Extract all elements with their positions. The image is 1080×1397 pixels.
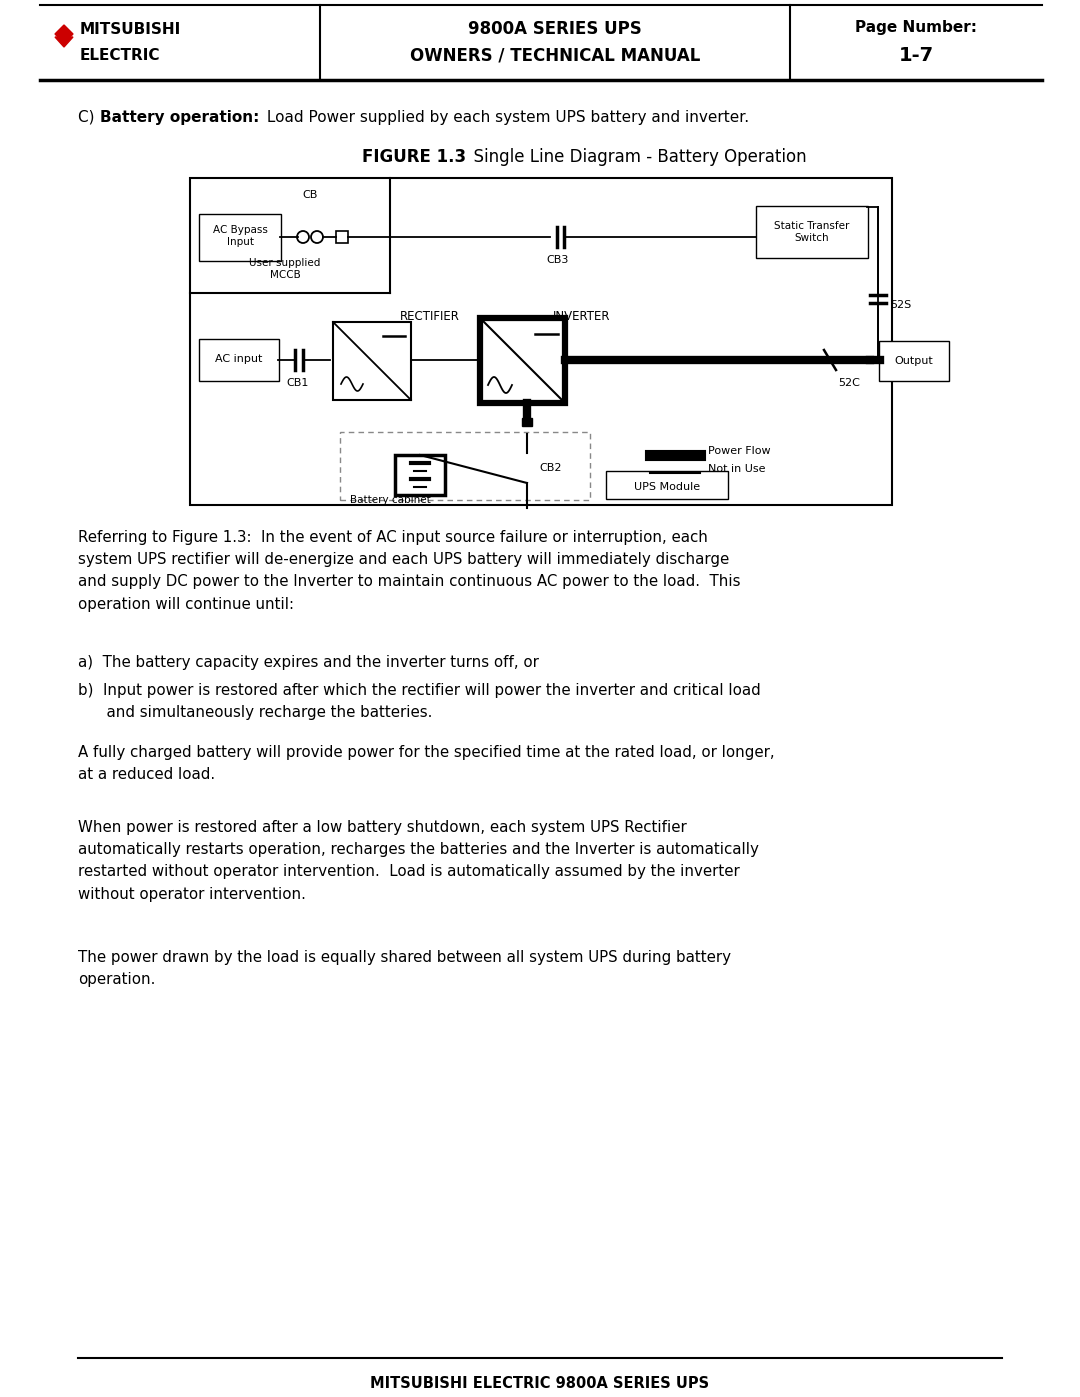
Text: When power is restored after a low battery shutdown, each system UPS Rectifier
a: When power is restored after a low batte… [78, 820, 759, 901]
Text: Output: Output [894, 356, 933, 366]
Text: Load Power supplied by each system UPS battery and inverter.: Load Power supplied by each system UPS b… [262, 110, 750, 124]
Text: Page Number:: Page Number: [855, 20, 977, 35]
Text: 1-7: 1-7 [899, 46, 933, 66]
Text: Switch: Switch [795, 233, 829, 243]
FancyBboxPatch shape [879, 341, 949, 381]
Text: User supplied: User supplied [249, 258, 321, 268]
Text: AC Bypass: AC Bypass [213, 225, 268, 235]
FancyBboxPatch shape [606, 471, 728, 499]
Text: b)  Input power is restored after which the rectifier will power the inverter an: b) Input power is restored after which t… [78, 683, 760, 721]
Text: Battery operation:: Battery operation: [100, 110, 259, 124]
Text: C): C) [78, 110, 105, 124]
FancyBboxPatch shape [522, 418, 532, 426]
Text: UPS Module: UPS Module [634, 482, 700, 492]
Text: A fully charged battery will provide power for the specified time at the rated l: A fully charged battery will provide pow… [78, 745, 774, 782]
Text: CB1: CB1 [287, 379, 309, 388]
Bar [340, 432, 590, 500]
Text: Not in Use: Not in Use [708, 464, 766, 474]
FancyBboxPatch shape [395, 455, 445, 495]
Text: Input: Input [227, 237, 254, 247]
Text: Single Line Diagram - Battery Operation: Single Line Diagram - Battery Operation [463, 148, 807, 166]
Text: CB: CB [302, 190, 318, 200]
FancyBboxPatch shape [336, 231, 348, 243]
Text: Referring to Figure 1.3:  In the event of AC input source failure or interruptio: Referring to Figure 1.3: In the event of… [78, 529, 741, 612]
Polygon shape [55, 36, 73, 47]
FancyBboxPatch shape [480, 319, 565, 402]
Text: CB3: CB3 [546, 256, 569, 265]
Text: RECTIFIER: RECTIFIER [400, 310, 460, 323]
Text: 52C: 52C [838, 379, 860, 388]
Text: AC input: AC input [215, 353, 262, 365]
Text: ELECTRIC: ELECTRIC [80, 47, 161, 63]
Text: Power Flow: Power Flow [708, 446, 771, 455]
Text: MITSUBISHI: MITSUBISHI [80, 22, 181, 36]
Text: 9800A SERIES UPS: 9800A SERIES UPS [468, 20, 642, 38]
Text: Static Transfer: Static Transfer [774, 221, 850, 231]
FancyBboxPatch shape [199, 214, 281, 261]
Text: CB2: CB2 [539, 462, 562, 474]
Text: a)  The battery capacity expires and the inverter turns off, or: a) The battery capacity expires and the … [78, 655, 539, 671]
Text: The power drawn by the load is equally shared between all system UPS during batt: The power drawn by the load is equally s… [78, 950, 731, 988]
Text: MCCB: MCCB [270, 270, 300, 279]
FancyBboxPatch shape [199, 339, 279, 381]
Text: MITSUBISHI ELECTRIC 9800A SERIES UPS: MITSUBISHI ELECTRIC 9800A SERIES UPS [370, 1376, 710, 1391]
FancyBboxPatch shape [756, 205, 868, 258]
Text: FIGURE 1.3: FIGURE 1.3 [362, 148, 467, 166]
Bar [190, 177, 892, 504]
Text: Battery cabinet: Battery cabinet [350, 495, 431, 504]
Text: OWNERS / TECHNICAL MANUAL: OWNERS / TECHNICAL MANUAL [409, 46, 700, 64]
Text: 52S: 52S [890, 300, 912, 310]
Polygon shape [55, 25, 73, 43]
FancyBboxPatch shape [333, 321, 411, 400]
Text: INVERTER: INVERTER [553, 310, 611, 323]
